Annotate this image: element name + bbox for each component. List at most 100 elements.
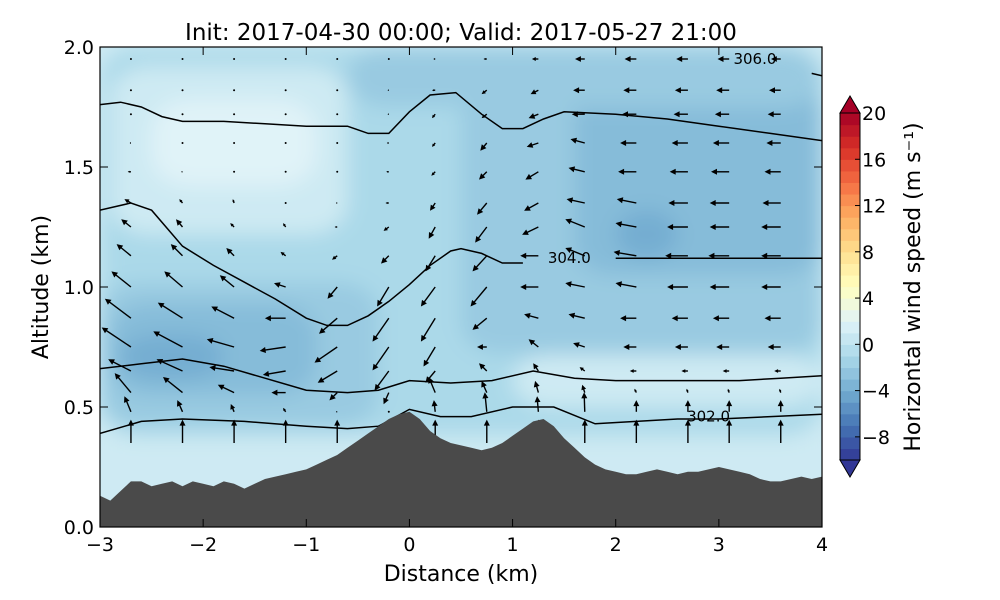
colorbar-segment xyxy=(840,448,860,461)
wind-vector xyxy=(383,226,390,231)
x-axis-label: Distance (km) xyxy=(384,562,539,587)
wind-vector xyxy=(620,140,637,146)
wind-vector xyxy=(526,142,539,148)
wind-vector xyxy=(381,255,390,264)
wind-vector xyxy=(317,370,338,383)
wind-vector xyxy=(525,171,539,180)
wind-vector xyxy=(480,142,488,151)
wind-vector xyxy=(673,111,688,118)
wind-speed-region xyxy=(120,335,224,379)
wind-vector xyxy=(634,388,637,393)
colorbar-tick-label: 8 xyxy=(862,242,874,264)
wind-vector xyxy=(629,369,637,373)
wind-vector xyxy=(209,365,235,372)
isentrope-line xyxy=(100,358,822,394)
wind-vector xyxy=(116,244,132,257)
wind-vector xyxy=(387,58,390,60)
wind-vector xyxy=(211,306,235,319)
colorbar-extend-min xyxy=(839,459,861,478)
wind-vector xyxy=(522,226,539,235)
chart-title: Init: 2017-04-30 00:00; Valid: 2017-05-2… xyxy=(185,20,737,46)
wind-vector xyxy=(520,252,539,259)
isentrope-label: 306.0 xyxy=(733,50,776,68)
wind-vector xyxy=(533,363,539,372)
colorbar-segment xyxy=(840,136,860,149)
wind-vector xyxy=(114,373,132,394)
colorbar-segment xyxy=(840,425,860,438)
wind-vector xyxy=(726,400,733,412)
colorbar-segment xyxy=(840,379,860,392)
isentrope-label: 302.0 xyxy=(687,408,730,426)
wind-vector xyxy=(127,419,134,443)
colorbar-tick-label: −4 xyxy=(862,381,890,403)
wind-vector xyxy=(615,281,637,288)
wind-vector xyxy=(420,317,436,342)
wind-vector xyxy=(284,58,287,60)
wind-vector xyxy=(711,168,730,175)
wind-vector xyxy=(571,111,585,118)
colorbar-segment xyxy=(840,321,860,334)
x-tick-label: 2 xyxy=(610,534,622,556)
y-tick-label: 1.5 xyxy=(64,157,94,179)
wind-vector xyxy=(481,380,488,393)
colorbar-segment xyxy=(840,286,860,299)
wind-vector xyxy=(686,388,689,393)
colorbar-label: Horizontal wind speed (m s⁻¹) xyxy=(901,122,926,451)
wind-vector xyxy=(386,142,389,144)
wind-vector xyxy=(335,411,338,413)
wind-vector xyxy=(709,224,730,230)
y-tick-label: 0.5 xyxy=(64,397,94,419)
wind-vector xyxy=(479,171,488,180)
colorbar-segment xyxy=(840,113,860,126)
wind-vector xyxy=(481,89,488,95)
wind-vector xyxy=(129,58,132,60)
wind-vector xyxy=(528,113,539,119)
colorbar-tick-label: 4 xyxy=(862,288,874,310)
wind-vector xyxy=(176,219,184,228)
wind-vector xyxy=(766,140,781,146)
wind-vector xyxy=(332,255,338,260)
y-tick-label: 0.0 xyxy=(64,517,94,539)
wind-vector xyxy=(722,369,730,373)
wind-vector xyxy=(622,111,637,118)
wind-vector xyxy=(217,384,235,394)
wind-vector xyxy=(264,315,286,322)
wind-vector xyxy=(233,113,236,116)
wind-vector xyxy=(226,248,235,257)
wind-vector xyxy=(206,338,235,348)
colorbar-segment xyxy=(840,170,860,183)
wind-vector xyxy=(727,388,730,393)
wind-vector xyxy=(334,226,338,228)
wind-vector xyxy=(620,315,637,322)
wind-vector xyxy=(761,224,781,230)
wind-vector xyxy=(372,346,390,371)
wind-vector xyxy=(667,224,688,230)
wind-vector xyxy=(108,359,132,372)
x-tick-label: −1 xyxy=(292,534,320,556)
wind-vector xyxy=(129,113,132,116)
wind-vector xyxy=(581,419,588,443)
wind-vector xyxy=(665,252,688,259)
colorbar-tick-label: 0 xyxy=(862,334,874,356)
wind-vector xyxy=(336,58,339,60)
colorbar-segment xyxy=(840,309,860,322)
wind-vector xyxy=(156,359,183,372)
wind-vector xyxy=(283,223,287,228)
colorbar-segment xyxy=(840,332,860,345)
wind-vector xyxy=(530,89,539,95)
colorbar-segment xyxy=(840,205,860,218)
wind-vector xyxy=(233,89,236,92)
isentrope-labels: 302.0 304.0 306.0 xyxy=(548,50,777,426)
colorbar-extend-max xyxy=(839,95,861,114)
wind-vector xyxy=(528,339,539,348)
wind-vector xyxy=(284,202,287,204)
wind-vector xyxy=(336,142,339,144)
wind-vector xyxy=(283,407,287,413)
wind-vector xyxy=(624,56,637,62)
wind-vector xyxy=(181,142,184,144)
colorbar-segment xyxy=(840,159,860,172)
wind-vector xyxy=(284,89,287,92)
wind-vector xyxy=(334,419,341,443)
wind-vector xyxy=(219,275,235,288)
wind-vector xyxy=(531,57,539,61)
